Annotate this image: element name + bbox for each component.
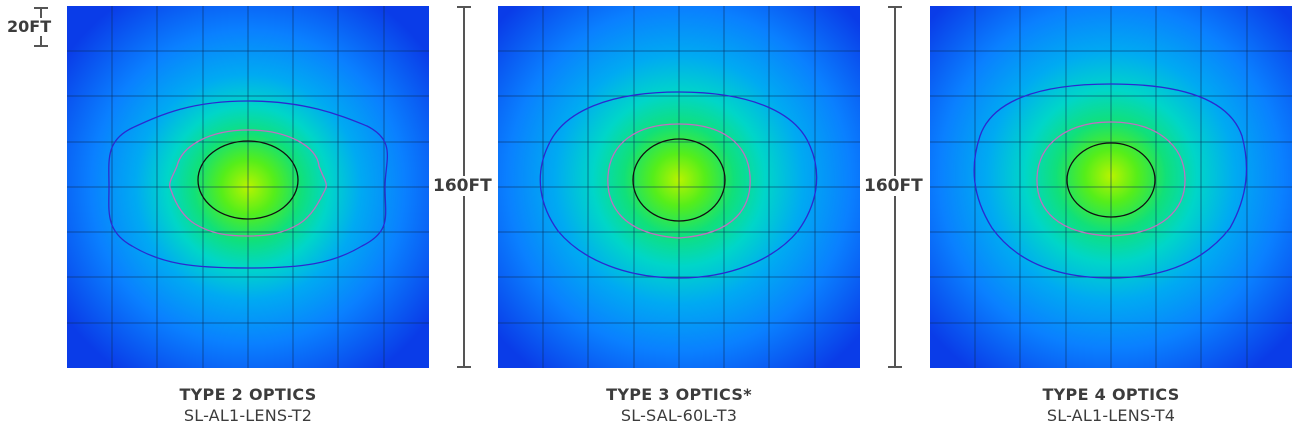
mid-contour	[1036, 121, 1186, 237]
isolux-plot	[67, 6, 429, 368]
grid	[930, 6, 1292, 368]
outer-contour	[973, 83, 1248, 279]
isolux-plot	[930, 6, 1292, 368]
scale-label: 20FT	[6, 17, 53, 36]
optics-title: TYPE 3 OPTICS*	[606, 385, 752, 404]
part-number: SL-AL1-LENS-T4	[1046, 406, 1176, 425]
part-number: SL-AL1-LENS-T2	[183, 406, 313, 425]
grid	[67, 6, 429, 368]
isolux-plot	[498, 6, 860, 368]
caption-type4: TYPE 4 OPTICS SL-AL1-LENS-T4	[930, 384, 1292, 426]
caption-type3: TYPE 3 OPTICS* SL-SAL-60L-T3	[498, 384, 860, 426]
photometric-plot-type2	[67, 6, 429, 368]
dimension-label: 160FT	[432, 176, 493, 196]
outer-contour	[539, 91, 818, 279]
inner-contour	[632, 138, 726, 222]
photometric-plot-type3	[498, 6, 860, 368]
dimension-label: 160FT	[863, 176, 924, 196]
inner-contour	[1066, 142, 1156, 218]
inner-contour	[197, 140, 299, 220]
photometric-plot-type4	[930, 6, 1292, 368]
outer-contour	[108, 100, 388, 269]
part-number: SL-SAL-60L-T3	[620, 406, 738, 425]
optics-title: TYPE 4 OPTICS	[1042, 385, 1180, 404]
caption-type2: TYPE 2 OPTICS SL-AL1-LENS-T2	[67, 384, 429, 426]
mid-contour	[607, 123, 751, 239]
optics-title: TYPE 2 OPTICS	[179, 385, 317, 404]
mid-contour	[169, 129, 327, 237]
